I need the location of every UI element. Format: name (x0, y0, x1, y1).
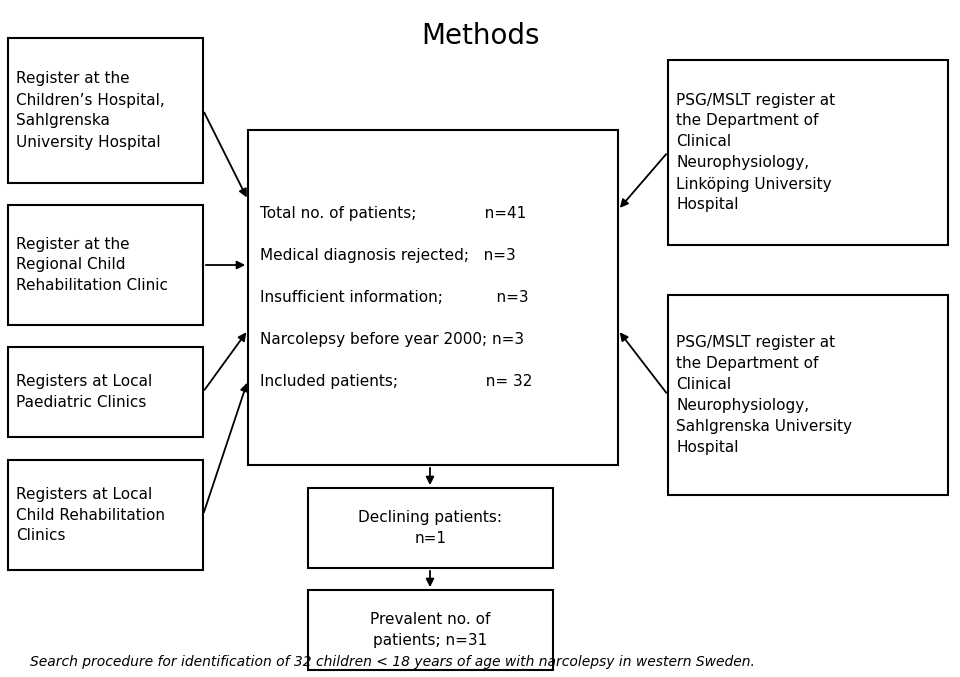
Text: Declining patients:
n=1: Declining patients: n=1 (358, 510, 502, 546)
Bar (8, 38, 203, 183)
Text: Registers at Local
Paediatric Clinics: Registers at Local Paediatric Clinics (16, 374, 153, 410)
Bar (668, 295, 948, 495)
Text: Registers at Local
Child Rehabilitation
Clinics: Registers at Local Child Rehabilitation … (16, 487, 165, 544)
Bar (8, 347, 203, 437)
Bar (308, 590, 553, 670)
Text: PSG/MSLT register at
the Department of
Clinical
Neurophysiology,
Linköping Unive: PSG/MSLT register at the Department of C… (676, 93, 835, 213)
Bar (8, 205, 203, 325)
Bar (248, 130, 618, 465)
Text: PSG/MSLT register at
the Department of
Clinical
Neurophysiology,
Sahlgrenska Uni: PSG/MSLT register at the Department of C… (676, 335, 852, 455)
Text: Methods: Methods (420, 22, 540, 50)
Text: Search procedure for identification of 32 children < 18 years of age with narcol: Search procedure for identification of 3… (30, 655, 755, 669)
Bar (308, 488, 553, 568)
Text: Total no. of patients;              n=41

Medical diagnosis rejected;   n=3

Ins: Total no. of patients; n=41 Medical diag… (260, 206, 533, 389)
Bar (668, 60, 948, 245)
Text: Prevalent no. of
patients; n=31: Prevalent no. of patients; n=31 (371, 612, 491, 648)
Text: Register at the
Regional Child
Rehabilitation Clinic: Register at the Regional Child Rehabilit… (16, 236, 168, 294)
Bar (8, 460, 203, 570)
Text: Register at the
Children’s Hospital,
Sahlgrenska
University Hospital: Register at the Children’s Hospital, Sah… (16, 72, 165, 150)
